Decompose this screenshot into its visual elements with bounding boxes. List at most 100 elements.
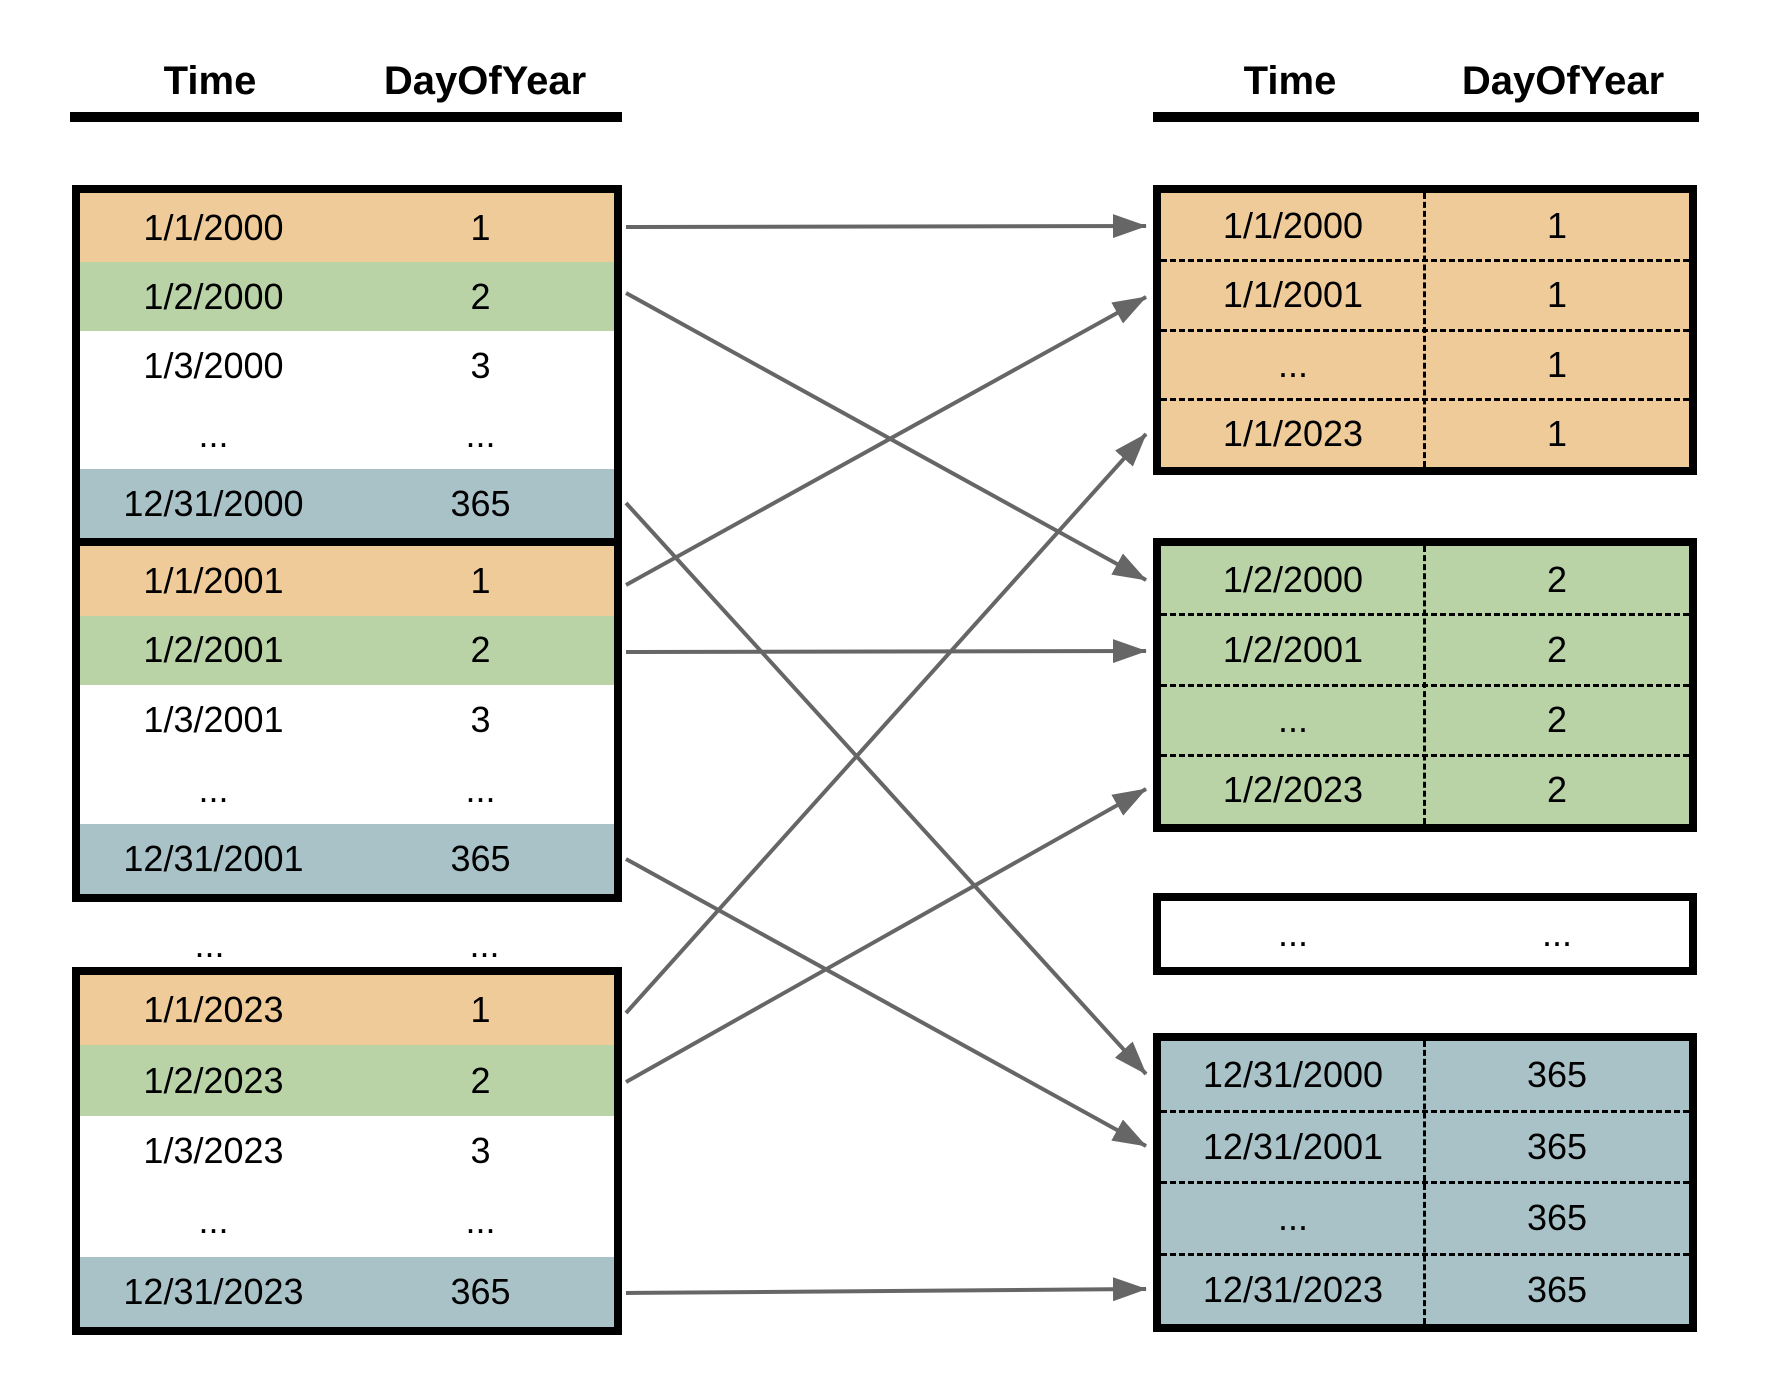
- right-table-day-1: 1/1/2000 1 1/1/2001 1 ... 1 1/1/2023 1: [1153, 185, 1697, 475]
- dayofyear-cell: ...: [465, 768, 496, 810]
- time-cell: 1/1/2023: [1222, 412, 1364, 454]
- table-row-ellipsis: ... 1: [1161, 328, 1689, 398]
- dayofyear-cell: 365: [450, 838, 511, 880]
- table-row: 1/3/2023 3: [80, 1115, 614, 1187]
- mapping-arrow: [625, 787, 1147, 1084]
- dayofyear-cell: ...: [469, 924, 500, 965]
- table-row-ellipsis: ... ...: [80, 400, 614, 469]
- time-cell: 1/1/2023: [143, 989, 284, 1031]
- table-row: 1/2/2023 2: [1161, 753, 1689, 824]
- dayofyear-cell: 365: [1526, 1125, 1588, 1167]
- table-row: 1/1/2000 1: [1161, 193, 1689, 259]
- table-row-ellipsis: ... ...: [80, 1186, 614, 1257]
- dayofyear-cell: 365: [1526, 1197, 1588, 1239]
- table-row: 1/1/2001 1: [1161, 259, 1689, 328]
- table-row: 1/2/2001 2: [80, 615, 614, 686]
- dayofyear-cell: ...: [465, 413, 496, 455]
- left-header-dayofyear: DayOfYear: [383, 59, 587, 103]
- time-cell: 1/1/2000: [143, 206, 284, 248]
- time-cell: 1/1/2001: [1222, 274, 1364, 316]
- dayofyear-cell: 1: [470, 989, 491, 1031]
- table-row: 1/1/2023 1: [80, 975, 614, 1046]
- right-header-underline: [1153, 112, 1699, 122]
- dayofyear-cell: 1: [1546, 205, 1568, 247]
- mapping-arrow: [625, 214, 1147, 239]
- time-cell: ...: [1277, 913, 1308, 954]
- time-cell: 1/3/2001: [143, 698, 284, 740]
- time-cell: 1/3/2000: [143, 344, 284, 386]
- right-table-day-2: 1/2/2000 2 1/2/2001 2 ... 2 1/2/2023 2: [1153, 538, 1697, 832]
- table-row: 1/2/2000 2: [1161, 546, 1689, 613]
- table-row: 1/2/2023 2: [80, 1045, 614, 1116]
- time-cell: 12/31/2001: [123, 838, 304, 880]
- time-cell: 1/1/2001: [143, 559, 284, 601]
- time-cell: ...: [1277, 343, 1308, 385]
- mapping-arrow: [624, 501, 1148, 1076]
- time-cell: 1/3/2023: [143, 1130, 284, 1172]
- dayofyear-cell: 365: [450, 1270, 511, 1312]
- dayofyear-cell: 365: [1526, 1268, 1588, 1310]
- dayofyear-cell: 3: [470, 344, 491, 386]
- dayofyear-cell: 1: [470, 206, 491, 248]
- time-cell: ...: [198, 768, 229, 810]
- dayofyear-cell: 2: [1546, 628, 1568, 670]
- table-row: 12/31/2000 365: [80, 469, 614, 538]
- mapping-arrow: [625, 1277, 1147, 1302]
- right-table-ellipsis: ... ...: [1153, 893, 1697, 975]
- time-cell: 12/31/2000: [123, 482, 304, 524]
- time-cell: 12/31/2000: [1202, 1054, 1384, 1096]
- time-cell: 1/1/2000: [1222, 205, 1364, 247]
- right-header-dayofyear: DayOfYear: [1461, 59, 1665, 103]
- table-row: 12/31/2001 365: [1161, 1109, 1689, 1182]
- time-cell: 1/2/2023: [143, 1059, 284, 1101]
- left-table-year-2000: 1/1/2000 1 1/2/2000 2 1/3/2000 3 ... ...…: [72, 185, 622, 546]
- dayofyear-cell: 365: [1526, 1054, 1588, 1096]
- dayofyear-cell: 2: [470, 1059, 491, 1101]
- left-header-underline: [70, 112, 622, 122]
- left-tables-gap-ellipsis: ... ...: [72, 915, 622, 975]
- dayofyear-cell: 1: [1546, 412, 1568, 454]
- table-row-ellipsis: ... ...: [1161, 901, 1689, 967]
- mapping-arrow: [625, 857, 1147, 1148]
- time-cell: 12/31/2023: [123, 1270, 304, 1312]
- mapping-arrow: [625, 639, 1147, 664]
- dayofyear-cell: 2: [470, 629, 491, 671]
- time-cell: 1/2/2000: [1222, 558, 1364, 600]
- time-cell: 1/2/2001: [143, 629, 284, 671]
- dayofyear-cell: 3: [470, 698, 491, 740]
- dayofyear-cell: 2: [1546, 558, 1568, 600]
- dayofyear-cell: 1: [470, 559, 491, 601]
- left-table-year-2001: 1/1/2001 1 1/2/2001 2 1/3/2001 3 ... ...…: [72, 538, 622, 902]
- dayofyear-cell: 2: [1546, 699, 1568, 741]
- table-row-ellipsis: ... 2: [1161, 683, 1689, 754]
- time-cell: 1/2/2023: [1222, 769, 1364, 811]
- dayofyear-cell: 2: [1546, 769, 1568, 811]
- right-header-time: Time: [1243, 59, 1337, 103]
- table-row: 1/3/2001 3: [80, 685, 614, 755]
- table-row: 1/2/2001 2: [1161, 613, 1689, 683]
- mapping-arrow: [625, 295, 1147, 587]
- mapping-arrow: [624, 432, 1148, 1015]
- dayofyear-cell: 365: [450, 482, 511, 524]
- mapping-arrow: [625, 291, 1147, 582]
- table-row: 1/2/2000 2: [80, 262, 614, 331]
- table-row: 12/31/2001 365: [80, 824, 614, 894]
- table-row: 1/1/2001 1: [80, 546, 614, 616]
- time-cell: ...: [198, 1200, 229, 1242]
- dayofyear-cell: 1: [1546, 343, 1568, 385]
- time-cell: ...: [198, 413, 229, 455]
- table-row: 1/1/2023 1: [1161, 397, 1689, 467]
- left-table-year-2023: 1/1/2023 1 1/2/2023 2 1/3/2023 3 ... ...…: [72, 967, 622, 1335]
- table-row: 1/1/2000 1: [80, 193, 614, 262]
- time-cell: ...: [1277, 699, 1308, 741]
- time-cell: ...: [194, 924, 225, 965]
- dayofyear-cell: ...: [1541, 913, 1572, 954]
- dayofyear-cell: 2: [470, 275, 491, 317]
- time-cell: 12/31/2023: [1202, 1268, 1384, 1310]
- dayofyear-cell: 1: [1546, 274, 1568, 316]
- table-row: 12/31/2023 365: [1161, 1252, 1689, 1325]
- time-cell: 1/2/2001: [1222, 628, 1364, 670]
- dayofyear-cell: 3: [470, 1130, 491, 1172]
- table-row: 1/3/2000 3: [80, 331, 614, 400]
